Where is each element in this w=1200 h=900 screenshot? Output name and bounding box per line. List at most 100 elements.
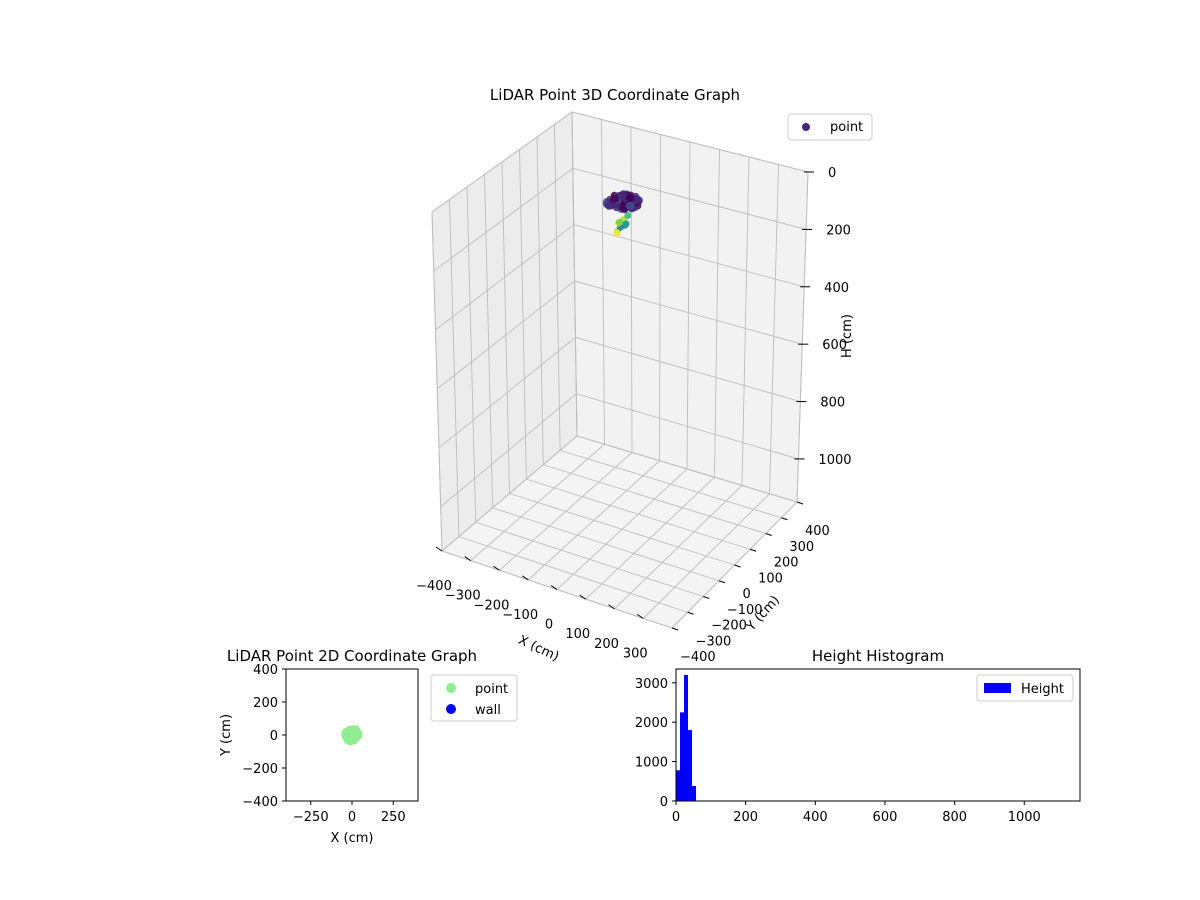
y-tick-mark (687, 611, 694, 615)
y-tick-mark (703, 596, 710, 599)
grid-line (519, 149, 527, 480)
legend-swatch-height (984, 683, 1011, 693)
x-tick-label: 0 (672, 810, 680, 825)
x-tick-mark (636, 613, 644, 619)
point (626, 193, 635, 202)
y-tick-mark (781, 517, 788, 521)
x-tick-label: 1000 (1008, 810, 1041, 825)
legend-2d: point wall (430, 674, 518, 722)
legend-label-wall-2d: wall (475, 703, 501, 718)
grid-line (659, 134, 661, 461)
x-tick-label: 250 (381, 810, 406, 825)
y-tick-label: 300 (789, 540, 814, 555)
x-tick-mark (550, 585, 558, 590)
grid-line (431, 111, 809, 213)
y-tick-label: −400 (680, 650, 716, 665)
grid-line (475, 521, 704, 597)
chart-title-2d: LiDAR Point 2D Coordinate Graph (227, 647, 477, 665)
point (624, 212, 632, 220)
x-tick-mark (464, 556, 472, 562)
legend-label-point-2d: point (475, 682, 508, 697)
z-tick-label: 1000 (818, 453, 851, 468)
y-axis-hist: 0 1000 2000 3000 (635, 677, 676, 810)
histogram-bar (692, 786, 697, 801)
grid-line (526, 478, 751, 550)
scatter-2d-plot: LiDAR Point 2D Coordinate Graph −250 0 250… (219, 647, 518, 846)
y-tick-label: 3000 (635, 677, 668, 692)
legend-box-3d (787, 113, 873, 141)
y-tick-label: 400 (253, 663, 278, 678)
point (619, 190, 628, 199)
z-tick-label: 400 (824, 281, 849, 296)
chart-title-hist: Height Histogram (812, 647, 944, 665)
point (612, 203, 621, 212)
point-cluster-2d (341, 725, 363, 746)
y-tick-label: 100 (758, 571, 783, 586)
y-tick-label: 0 (743, 587, 751, 602)
y-tick-label: −100 (727, 603, 763, 618)
y-axis-label-2d: Y (cm) (219, 714, 234, 757)
x-tick-label: 0 (545, 618, 553, 633)
y-tick-label: −300 (696, 634, 732, 649)
grid-line (630, 126, 633, 453)
x-tick-label: 200 (594, 637, 619, 652)
x-tick-label: 800 (942, 810, 967, 825)
grid-line (492, 507, 720, 582)
x-tick-label: 300 (623, 646, 648, 661)
grid-line (435, 224, 805, 331)
x-axis-hist: 0 200 400 600 800 1000 (672, 801, 1041, 825)
y-tick-label: 200 (253, 696, 278, 711)
x-tick-label: 0 (348, 810, 356, 825)
grid-line (543, 464, 766, 534)
height-histogram: Height Histogram 0 200 400 600 800 1000 0 1000… (635, 647, 1081, 825)
grid-line (571, 111, 578, 437)
histogram-bar (688, 730, 693, 801)
point (625, 201, 634, 210)
grid-line (796, 171, 809, 503)
y-tick-label: 200 (774, 556, 799, 571)
x-tick-label: −300 (445, 589, 481, 604)
legend-marker-wall-2d (446, 704, 456, 714)
x-tick-mark (579, 594, 587, 600)
grid-line (601, 119, 605, 445)
histogram-bar (676, 770, 681, 801)
point (615, 218, 623, 226)
y-tick-label: −200 (242, 762, 278, 777)
y-tick-mark (796, 501, 804, 505)
x-axis-2d: −250 0 250 (293, 801, 406, 825)
histogram-bar (680, 712, 685, 801)
grid-line (431, 211, 443, 552)
legend-marker-point-2d (446, 683, 456, 693)
scatter-3d-plot: LiDAR Point 3D Coordinate Graph −400−300… (416, 86, 873, 665)
z-tick-label: 0 (828, 166, 836, 181)
y-tick-label: −200 (711, 619, 747, 634)
histogram-bar (684, 674, 689, 801)
x-tick-label: 400 (803, 810, 828, 825)
point (613, 229, 621, 237)
grid-3d (431, 111, 809, 629)
x-tick-label: −400 (416, 579, 452, 594)
x-axis-label-2d: X (cm) (331, 831, 374, 846)
x-axis-label-3d: X (cm) (516, 633, 561, 665)
grid-line (769, 164, 779, 494)
legend-3d: point (787, 113, 873, 141)
grid-line (741, 156, 750, 486)
grid-line (436, 280, 803, 390)
grid-line (440, 393, 799, 508)
legend-hist: Height (976, 674, 1074, 702)
y-tick-mark (718, 580, 726, 584)
chart-title-3d: LiDAR Point 3D Coordinate Graph (490, 86, 740, 104)
grid-line (714, 149, 720, 478)
grid-line (433, 167, 807, 272)
legend-marker-point-3d (802, 123, 810, 131)
y-tick-label: 2000 (635, 716, 668, 731)
grid-line (536, 136, 544, 465)
legend-label-point-3d: point (830, 120, 863, 135)
x-tick-label: 600 (873, 810, 898, 825)
y-axis-2d: 400 200 0 −200 −400 (242, 663, 286, 810)
grid-line (509, 493, 735, 566)
legend-box-hist (976, 674, 1074, 702)
y-tick-label: 0 (270, 729, 278, 744)
